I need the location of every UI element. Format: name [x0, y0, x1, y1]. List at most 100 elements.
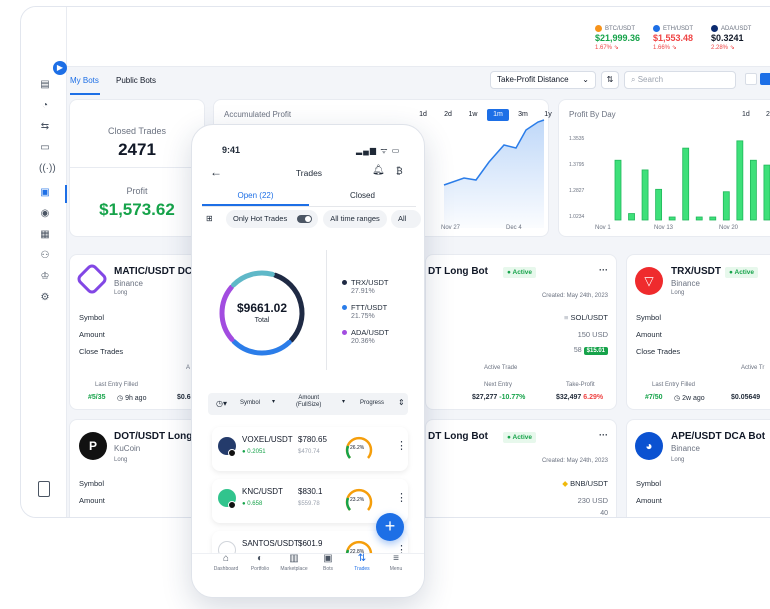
apecoin-logo-icon: ◕: [635, 432, 663, 460]
chat-icon[interactable]: ▭: [40, 142, 50, 153]
eye-icon[interactable]: ◉: [40, 208, 50, 219]
list-view-button[interactable]: [745, 73, 757, 85]
bot-exchange: KuCoin: [114, 444, 141, 453]
home-icon: ⌂: [222, 553, 230, 564]
range-1w[interactable]: 1w: [468, 111, 478, 118]
profit-bar: [709, 216, 717, 221]
trade-sub-amount: $559.78: [298, 501, 320, 507]
range-1d[interactable]: 1d: [419, 111, 427, 118]
more-vertical-icon[interactable]: ⋮: [396, 440, 407, 452]
bot-card-sol[interactable]: DT Long Bot ● Active ··· Created: May 24…: [425, 254, 617, 410]
nav-bots[interactable]: ▣ Bots: [310, 553, 346, 577]
signal-icon[interactable]: ((·)): [39, 163, 56, 174]
swap-icon[interactable]: ⇆: [40, 121, 50, 132]
next-entry-label: Next Entry: [484, 382, 513, 388]
add-button[interactable]: +: [376, 513, 404, 541]
trade-progress-pct: 22.8%: [350, 549, 365, 555]
history-icon[interactable]: ◷▾: [216, 399, 227, 408]
range-2d[interactable]: 2d: [444, 111, 452, 118]
trade-pair: SANTOS/USDT: [242, 539, 299, 548]
range-1y[interactable]: 1y: [544, 111, 552, 118]
calendar-icon[interactable]: ▦: [40, 229, 50, 240]
legend-pct: 20.36%: [351, 338, 375, 345]
trade-item[interactable]: KNC/USDT ● 0.658 $830.1 $559.78 23.2% ⋮: [212, 479, 408, 523]
sidebar: ▤ ◔ ⇆ ▭ ((·)) ▣ ◉ ▦ ⚇ ♔ ⚙: [21, 7, 67, 517]
column-amount[interactable]: Amount (FullSize): [296, 395, 321, 409]
document-icon[interactable]: [38, 481, 50, 497]
next-entry-pct: -10.77%: [499, 394, 526, 401]
range-2[interactable]: 2: [766, 111, 770, 118]
all-chip[interactable]: All: [391, 210, 421, 228]
hot-trades-toggle[interactable]: Only Hot Trades: [226, 210, 318, 228]
legend-name: ADA/USDT: [351, 328, 389, 337]
profit-bar: [763, 164, 770, 221]
time-range-chip[interactable]: All time ranges: [323, 210, 387, 228]
more-menu-icon[interactable]: ···: [599, 265, 608, 275]
progress-arc-start: [345, 497, 352, 511]
bot-type: Long: [114, 290, 128, 296]
donut-slice: [219, 284, 235, 342]
tab-closed-trades[interactable]: Closed: [350, 191, 375, 200]
profit-value: $1,573.62: [99, 200, 175, 219]
sort-vertical-icon[interactable]: ⇕: [398, 398, 405, 407]
trade-item[interactable]: VOXEL/USDT ● 0.2051 $780.65 $470.74 26.2% ⋮: [212, 427, 408, 471]
more-menu-icon[interactable]: ···: [599, 430, 608, 440]
sort-icon[interactable]: ▾: [272, 399, 276, 405]
sidebar-collapse-button[interactable]: ▶: [53, 61, 67, 75]
closed-trades-value: 2471: [118, 140, 156, 159]
accumulated-area: [444, 120, 544, 228]
search-input[interactable]: ⌕ Search: [624, 71, 736, 89]
bot-pair: APE/USDT DCA Bot: [671, 431, 766, 442]
more-vertical-icon[interactable]: ⋮: [396, 492, 407, 504]
tab-public-bots[interactable]: Public Bots: [116, 76, 157, 85]
tab-my-bots[interactable]: My Bots: [70, 76, 99, 85]
sort-direction-button[interactable]: ⇅: [601, 71, 619, 89]
nav-marketplace[interactable]: ▥ Marketplace: [276, 553, 312, 577]
nav-dashboard[interactable]: ⌂ Dashboard: [208, 553, 244, 577]
sort-select[interactable]: Take-Profit Distance ⌄: [490, 71, 596, 89]
nav-portfolio[interactable]: ◐ Portfolio: [242, 553, 278, 577]
column-progress[interactable]: Progress: [360, 400, 385, 406]
settings-icon[interactable]: ⚙: [40, 292, 50, 303]
dashboard-icon[interactable]: ▤: [40, 79, 50, 90]
filter-icon[interactable]: ⊞: [206, 214, 213, 223]
trophy-icon[interactable]: ♔: [40, 271, 50, 282]
bot-card-ape[interactable]: ◕ APE/USDT DCA Bot Binance Long Symbol A…: [626, 419, 770, 517]
range-3m[interactable]: 3m: [518, 111, 528, 118]
bell-icon[interactable]: 🔔︎: [372, 165, 385, 176]
y-tick-label: 1.0234: [569, 214, 585, 220]
tab-open-trades[interactable]: Open (22): [237, 191, 274, 200]
x-tick-label: Nov 20: [719, 225, 739, 231]
column-symbol[interactable]: Symbol: [240, 400, 261, 406]
ticker-btc[interactable]: BTC/USDT $21,999.36 1.67% ⇘: [595, 25, 640, 51]
trade-sub-amount: $470.74: [298, 449, 320, 455]
more-vertical-icon[interactable]: ⋮: [396, 544, 407, 556]
nav-menu[interactable]: ≡ Menu: [378, 553, 414, 577]
toggle-switch[interactable]: [297, 215, 312, 223]
nav-label: Portfolio: [250, 566, 270, 572]
status-badge: ● Active: [503, 432, 537, 443]
ticker-ada[interactable]: ADA/USDT $0.3241 2.28% ⇘: [711, 25, 751, 51]
users-icon[interactable]: ⚇: [40, 250, 50, 261]
back-arrow-icon[interactable]: ←: [210, 165, 222, 179]
trade-amount: $830.1: [298, 487, 323, 496]
down-arrow-icon: ⇘: [671, 45, 677, 51]
legend-name: FTT/USDT: [351, 303, 388, 312]
profit-bar: [655, 188, 663, 221]
bot-card-bnb[interactable]: DT Long Bot ● Active ··· Created: May 24…: [425, 419, 617, 517]
active-trade-label: Active Tr: [741, 365, 765, 371]
sort-icon[interactable]: ▾: [342, 399, 346, 405]
clock-icon: ◷: [674, 395, 681, 402]
donut-slice: [272, 272, 305, 343]
pie-chart-icon[interactable]: ◔: [41, 100, 49, 111]
bot-pair: DT Long Bot: [428, 431, 488, 442]
nav-trades[interactable]: ⇅ Trades: [344, 553, 380, 577]
range-1d[interactable]: 1d: [742, 111, 750, 118]
ticker-eth[interactable]: ETH/USDT $1,553.48 1.66% ⇘: [653, 25, 693, 51]
grid-view-button[interactable]: [760, 73, 770, 85]
bot-card-trx[interactable]: ▽ TRX/USDT ● Active Binance Long Symbol …: [626, 254, 770, 410]
bitcoin-icon[interactable]: ₿: [396, 166, 403, 176]
range-1m[interactable]: 1m: [487, 109, 509, 121]
bots-icon[interactable]: ▣: [40, 187, 50, 198]
trade-quantity: ● 0.2051: [242, 449, 266, 455]
